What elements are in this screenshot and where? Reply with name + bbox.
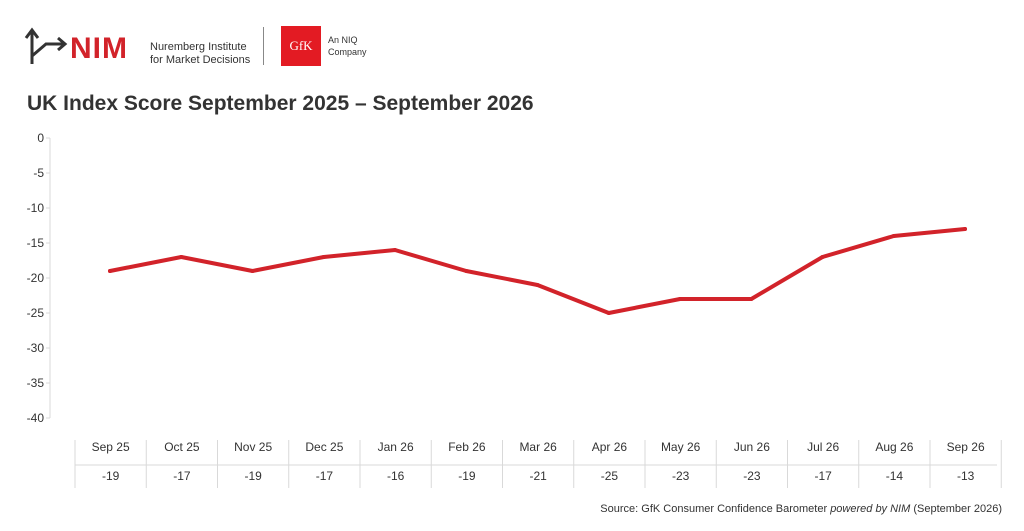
source-note: Source: GfK Consumer Confidence Baromete… bbox=[600, 503, 1002, 515]
x-category-label: Jul 26 bbox=[807, 440, 839, 454]
source-prefix: Source: GfK Consumer Confidence Baromete… bbox=[600, 503, 831, 515]
data-point bbox=[820, 255, 825, 259]
data-point bbox=[108, 269, 112, 273]
x-category-label: Jan 26 bbox=[378, 440, 414, 454]
gfk-logo-subtitle: An NIQ Company bbox=[328, 34, 367, 58]
nim-logo-text: NIM bbox=[70, 32, 128, 65]
y-tick-label: -35 bbox=[27, 376, 45, 390]
x-category-label: May 26 bbox=[661, 440, 701, 454]
series-line bbox=[108, 227, 967, 315]
x-category-label: Oct 25 bbox=[164, 440, 200, 454]
y-tick-label: -40 bbox=[27, 411, 45, 425]
x-category-label: Aug 26 bbox=[875, 440, 913, 454]
y-tick-label: -5 bbox=[33, 166, 44, 180]
table-value-label: -23 bbox=[672, 469, 690, 483]
y-tick-label: -10 bbox=[27, 201, 45, 215]
table-value-label: -25 bbox=[601, 469, 619, 483]
x-category-label: Apr 26 bbox=[592, 440, 628, 454]
gfk-subtitle-line2: Company bbox=[328, 47, 367, 57]
x-category-label: Sep 26 bbox=[947, 440, 985, 454]
source-emphasis: powered by NIM bbox=[830, 503, 911, 515]
x-category-label: Nov 25 bbox=[234, 440, 272, 454]
x-category-label: Mar 26 bbox=[519, 440, 557, 454]
data-point bbox=[891, 234, 896, 238]
data-point bbox=[535, 283, 540, 287]
x-category-label: Jun 26 bbox=[734, 440, 770, 454]
nim-subtitle-line1: Nuremberg Institute bbox=[150, 41, 247, 53]
table-value-label: -23 bbox=[743, 469, 761, 483]
table-value-label: -17 bbox=[316, 469, 334, 483]
nim-logo-subtitle: Nuremberg Institute for Market Decisions bbox=[150, 41, 250, 67]
data-point bbox=[393, 248, 397, 252]
x-category-label: Sep 25 bbox=[92, 440, 130, 454]
data-point bbox=[179, 255, 184, 259]
data-point bbox=[606, 311, 611, 315]
table-value-label: -19 bbox=[244, 469, 262, 483]
y-tick-label: -15 bbox=[27, 236, 45, 250]
x-category-label: Dec 25 bbox=[305, 440, 343, 454]
table-value-label: -13 bbox=[957, 469, 975, 483]
data-point bbox=[749, 297, 754, 301]
data-point bbox=[250, 269, 255, 273]
table-value-label: -21 bbox=[529, 469, 547, 483]
data-point bbox=[464, 269, 469, 273]
chart-title: UK Index Score September 2025 – Septembe… bbox=[27, 92, 534, 115]
y-tick-label: -20 bbox=[27, 271, 45, 285]
source-suffix: (September 2026) bbox=[910, 503, 1002, 515]
data-point bbox=[678, 297, 682, 301]
data-point bbox=[321, 255, 326, 259]
gfk-logo: GfK bbox=[281, 26, 321, 66]
table-value-label: -16 bbox=[387, 469, 405, 483]
table-value-label: -17 bbox=[173, 469, 191, 483]
y-tick-label: 0 bbox=[37, 131, 44, 145]
data-point bbox=[963, 227, 967, 231]
table-value-label: -19 bbox=[458, 469, 476, 483]
table-value-label: -14 bbox=[886, 469, 904, 483]
nim-logo-icon bbox=[24, 27, 68, 64]
logo-divider bbox=[263, 27, 264, 65]
y-tick-label: -25 bbox=[27, 306, 45, 320]
table-value-label: -19 bbox=[102, 469, 120, 483]
table-value-label: -17 bbox=[814, 469, 832, 483]
nim-subtitle-line2: for Market Decisions bbox=[150, 54, 251, 66]
y-tick-label: -30 bbox=[27, 341, 45, 355]
gfk-subtitle-line1: An NIQ bbox=[328, 35, 358, 45]
x-category-label: Feb 26 bbox=[448, 440, 486, 454]
